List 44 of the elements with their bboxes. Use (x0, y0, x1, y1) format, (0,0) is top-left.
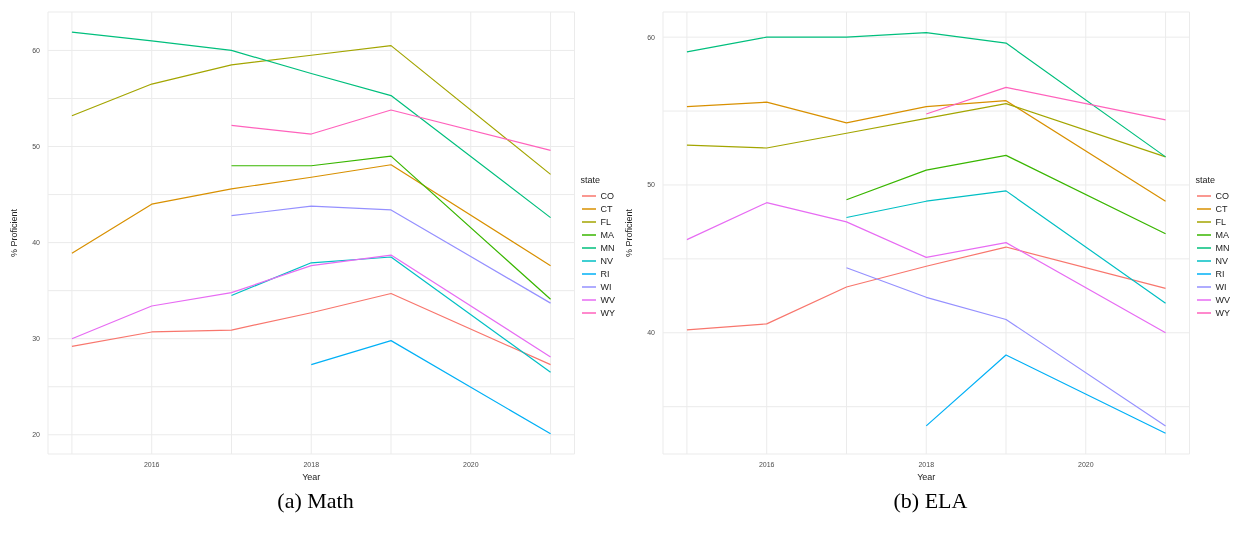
legend-label: CT (600, 203, 613, 214)
legend-label: WI (600, 281, 612, 292)
line-series (71, 45, 552, 175)
line-series (686, 202, 1167, 334)
line-series (686, 100, 1167, 202)
legend-label: FL (1215, 216, 1227, 227)
line-series (686, 246, 1167, 331)
line-series (686, 103, 1167, 158)
text: (a) Math (277, 488, 354, 514)
legend-label: CT (1215, 203, 1228, 214)
line-series (71, 254, 552, 358)
legend-label: MN (600, 242, 615, 253)
legend-label: NV (1215, 255, 1229, 266)
legend-label: WY (600, 307, 615, 318)
line-series (686, 32, 1167, 158)
legend-title: state (1195, 175, 1216, 185)
legend-label: RI (600, 268, 610, 279)
legend-label: WV (1215, 294, 1230, 305)
legend-title: state (580, 175, 601, 185)
x-axis-title: Year (302, 472, 321, 482)
y-axis-title: % Proficient (9, 208, 20, 258)
y-axis-title: % Proficient (624, 208, 635, 258)
line-series (845, 154, 1167, 235)
legend-label: CO (1215, 190, 1229, 201)
line-series (230, 109, 552, 151)
legend-label: MA (1215, 229, 1229, 240)
line-series (71, 164, 552, 267)
legend-label: WV (600, 294, 615, 305)
legend-label: CO (600, 190, 614, 201)
legend-label: MN (1215, 242, 1230, 253)
line-series (230, 205, 552, 304)
legend-label: MA (600, 229, 614, 240)
line-series (71, 292, 552, 366)
line-series (71, 31, 552, 219)
text: (b) ELA (893, 488, 968, 514)
line-series (845, 267, 1167, 427)
line-series (230, 256, 552, 373)
legend-label: NV (600, 255, 614, 266)
x-axis-title: Year (917, 472, 936, 482)
line-series (845, 190, 1167, 304)
legend-label: WY (1215, 307, 1230, 318)
legend-label: FL (600, 216, 612, 227)
legend-label: WI (1215, 281, 1227, 292)
legend-label: RI (1215, 268, 1225, 279)
